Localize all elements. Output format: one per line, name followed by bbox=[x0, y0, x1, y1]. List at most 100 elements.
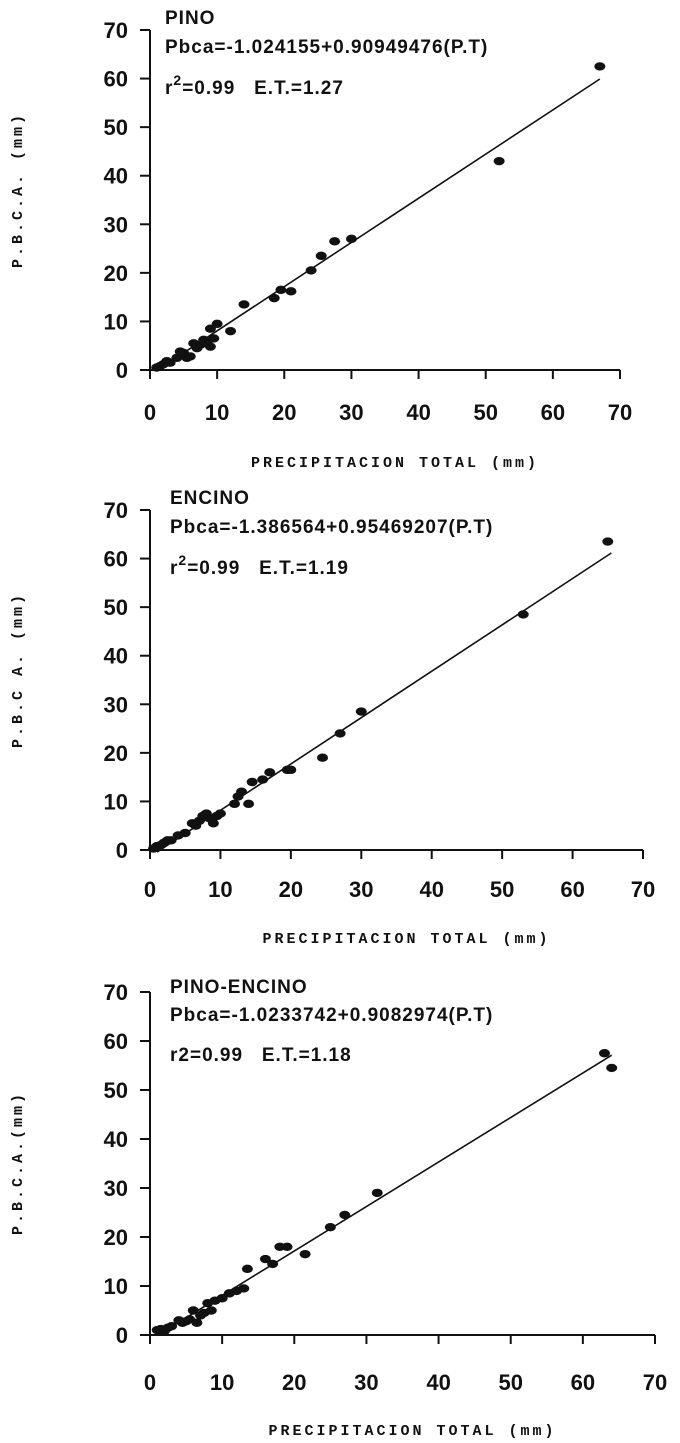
y-tick-label: 20 bbox=[104, 1225, 128, 1250]
y-axis-label: P.B.C.A.(mm) bbox=[10, 1091, 27, 1235]
y-tick-label: 0 bbox=[116, 1323, 128, 1348]
r2-prefix: r bbox=[170, 558, 178, 579]
x-tick-label: 60 bbox=[560, 877, 584, 902]
data-point bbox=[594, 62, 606, 71]
data-point bbox=[334, 729, 346, 738]
r2-superscript: 2 bbox=[173, 72, 182, 88]
data-point bbox=[285, 287, 297, 296]
data-point bbox=[214, 809, 226, 818]
y-tick-label: 40 bbox=[104, 164, 128, 189]
x-tick-label: 10 bbox=[210, 1370, 234, 1395]
y-axis-label: P.B.C A. (mm) bbox=[10, 592, 27, 748]
data-point bbox=[207, 819, 219, 828]
y-tick-label: 50 bbox=[104, 1078, 128, 1103]
x-tick-label: 30 bbox=[354, 1370, 378, 1395]
y-tick-label: 10 bbox=[104, 309, 128, 334]
data-point bbox=[275, 285, 287, 295]
y-tick-label: 70 bbox=[104, 980, 128, 1005]
data-point bbox=[517, 610, 529, 619]
data-point bbox=[166, 1321, 178, 1331]
x-axis-label: PRECIPITACION TOTAL (mm) bbox=[251, 455, 539, 472]
data-point bbox=[225, 326, 237, 336]
x-tick-label: 40 bbox=[426, 1370, 450, 1395]
x-tick-label: 40 bbox=[406, 400, 430, 425]
y-tick-label: 50 bbox=[104, 115, 128, 140]
data-point bbox=[259, 1254, 271, 1264]
y-tick-label: 70 bbox=[104, 18, 128, 43]
y-tick-label: 60 bbox=[104, 1029, 128, 1054]
y-tick-label: 40 bbox=[104, 644, 128, 669]
data-point bbox=[371, 1188, 383, 1198]
chart-title: ENCINO bbox=[170, 488, 250, 509]
x-tick-label: 70 bbox=[608, 400, 632, 425]
r2-rest: =0.99 E.T.=1.27 bbox=[182, 78, 344, 99]
y-tick-label: 10 bbox=[104, 789, 128, 814]
r2-prefix: r2 bbox=[170, 1045, 190, 1066]
data-point bbox=[285, 765, 297, 775]
regression-equation: Pbca=-1.024155+0.90949476(P.T) bbox=[165, 37, 488, 58]
fit-statistics: r2=0.99 E.T.=1.27 bbox=[165, 72, 344, 99]
x-tick-label: 0 bbox=[144, 877, 156, 902]
data-point bbox=[216, 1294, 228, 1303]
data-point bbox=[229, 799, 241, 809]
data-point bbox=[187, 1306, 199, 1315]
data-point bbox=[355, 707, 367, 716]
x-tick-label: 20 bbox=[272, 400, 296, 425]
data-point bbox=[324, 1223, 336, 1232]
r2-superscript: 2 bbox=[178, 552, 187, 568]
r2-rest: =0.99 E.T.=1.18 bbox=[190, 1045, 352, 1066]
data-point bbox=[179, 828, 191, 838]
data-point bbox=[305, 266, 317, 275]
data-point bbox=[606, 1063, 618, 1073]
chart-title: PINO-ENCINO bbox=[170, 977, 308, 998]
data-point bbox=[315, 251, 327, 261]
x-tick-label: 0 bbox=[144, 400, 156, 425]
fit-statistics: r2=0.99 E.T.=1.18 bbox=[170, 1045, 352, 1066]
y-axis-label: P.B.C.A. (mm) bbox=[10, 112, 27, 268]
fit-statistics: r2=0.99 E.T.=1.19 bbox=[170, 552, 349, 579]
data-point bbox=[204, 342, 216, 351]
data-point bbox=[267, 1259, 279, 1269]
data-point bbox=[184, 352, 196, 361]
chart-panel-1: 0 10 20 30 40 50 60 70 0 10 20 30 40 50 60 70 PRECIPITAC… bbox=[10, 8, 632, 472]
r2-rest: =0.99 E.T.=1.19 bbox=[187, 558, 349, 579]
data-point bbox=[268, 293, 280, 303]
data-point bbox=[238, 300, 250, 309]
chart-panel-2: 0 10 20 30 40 50 60 70 0 10 20 30 40 50 60 70 PRECIPITAC… bbox=[10, 488, 655, 948]
data-point bbox=[257, 775, 269, 784]
regression-line bbox=[156, 552, 612, 853]
y-tick-label: 20 bbox=[104, 741, 128, 766]
x-tick-label: 50 bbox=[473, 400, 497, 425]
data-point bbox=[345, 234, 357, 244]
y-tick-label: 40 bbox=[104, 1127, 128, 1152]
data-point bbox=[243, 799, 255, 809]
chart-title: PINO bbox=[165, 8, 215, 29]
y-tick-label: 60 bbox=[104, 547, 128, 572]
r2-prefix: r bbox=[165, 78, 173, 99]
x-tick-label: 10 bbox=[205, 400, 229, 425]
x-tick-label: 0 bbox=[144, 1370, 156, 1395]
y-tick-label: 0 bbox=[116, 358, 128, 383]
regression-equation: Pbca=-1.0233742+0.9082974(P.T) bbox=[170, 1005, 493, 1026]
data-point bbox=[246, 777, 258, 787]
data-point bbox=[329, 237, 341, 246]
x-tick-label: 10 bbox=[208, 877, 232, 902]
data-point bbox=[241, 1264, 253, 1274]
y-tick-label: 0 bbox=[116, 838, 128, 863]
x-tick-label: 30 bbox=[339, 400, 363, 425]
x-tick-label: 60 bbox=[571, 1370, 595, 1395]
y-tick-label: 30 bbox=[104, 692, 128, 717]
data-point bbox=[299, 1249, 311, 1259]
y-tick-label: 30 bbox=[104, 1176, 128, 1201]
data-point bbox=[493, 156, 505, 166]
data-point bbox=[236, 787, 248, 796]
data-point bbox=[264, 768, 276, 777]
x-tick-label: 20 bbox=[279, 877, 303, 902]
data-point bbox=[339, 1210, 351, 1220]
regression-equation: Pbca=-1.386564+0.95469207(P.T) bbox=[170, 517, 493, 538]
data-point bbox=[208, 334, 220, 343]
y-tick-label: 20 bbox=[104, 261, 128, 286]
regression-line bbox=[156, 78, 601, 372]
data-point bbox=[211, 319, 223, 329]
